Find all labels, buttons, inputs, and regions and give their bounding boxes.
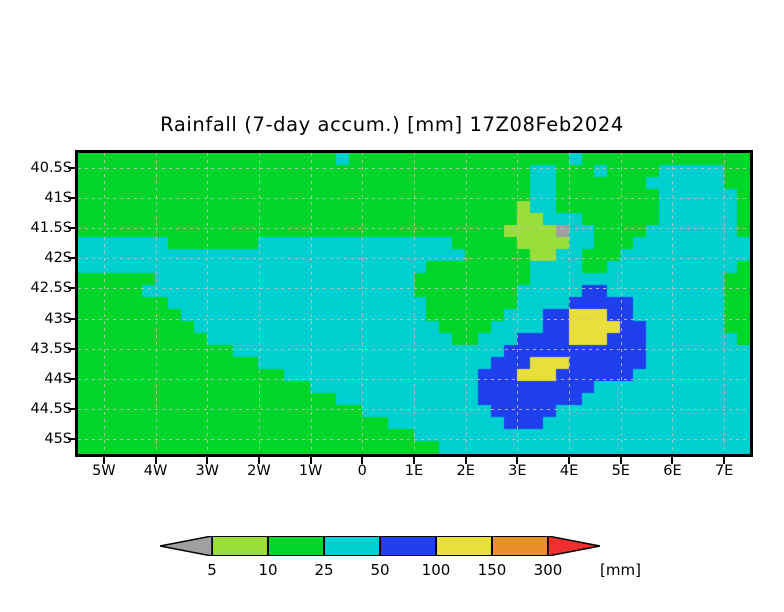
x-tick-label: 5W	[92, 463, 116, 479]
x-tick-label: 2W	[247, 463, 271, 479]
x-tick-label: 6E	[663, 463, 682, 479]
x-tick-label: 3E	[508, 463, 527, 479]
colorbar-under-arrow	[159, 535, 213, 557]
colorbar-segment	[212, 536, 268, 556]
colorbar-segment	[492, 536, 548, 556]
x-tick-mark	[619, 457, 622, 464]
colorbar-segment	[380, 536, 436, 556]
x-tick-mark	[413, 457, 415, 464]
x-tick-label: 0	[357, 463, 367, 479]
y-tick-mark	[68, 167, 75, 170]
x-tick-label: 2E	[456, 463, 475, 479]
x-tick-label: 1E	[404, 463, 424, 479]
rainfall-heatmap-grid	[78, 153, 750, 454]
y-tick-label: 44.5S	[30, 400, 73, 417]
colorbar-segment	[324, 536, 380, 556]
y-tick-mark	[68, 257, 75, 260]
y-tick-label: 43.5S	[30, 340, 73, 357]
colorbar-tick-label: 100	[421, 561, 451, 579]
chart-title: Rainfall (7-day accum.) [mm] 17Z08Feb202…	[160, 113, 624, 136]
colorbar-tick-label: 50	[370, 561, 390, 579]
colorbar-segment	[268, 536, 324, 556]
y-tick-label: 45S	[44, 430, 72, 447]
y-tick-label: 41S	[44, 190, 72, 207]
x-tick-label: 1W	[298, 463, 323, 479]
x-tick-mark	[568, 457, 571, 464]
x-tick-mark	[671, 457, 674, 464]
colorbar-tick-label: 5	[207, 561, 217, 579]
y-tick-mark	[68, 227, 75, 230]
y-tick-mark	[68, 317, 75, 320]
y-tick-label: 42S	[44, 250, 72, 267]
x-tick-label: 5E	[611, 463, 630, 479]
y-tick-mark	[68, 437, 75, 440]
y-tick-mark	[68, 197, 75, 200]
x-tick-mark	[464, 457, 467, 464]
x-tick-mark	[102, 457, 105, 464]
x-tick-label: 3W	[195, 463, 219, 479]
colorbar-over-arrow	[547, 535, 601, 557]
y-tick-label: 43S	[44, 310, 72, 327]
x-tick-mark	[723, 457, 726, 464]
y-tick-label: 44S	[44, 370, 72, 387]
x-tick-mark	[257, 457, 260, 464]
y-tick-label: 40.5S	[30, 160, 73, 177]
y-tick-mark	[68, 287, 75, 290]
y-tick-label: 41.5S	[30, 220, 73, 237]
x-tick-mark	[309, 457, 312, 464]
colorbar-unit-label: [mm]	[600, 561, 641, 579]
colorbar-tick-label: 300	[533, 561, 563, 579]
y-tick-mark	[68, 377, 75, 380]
colorbar-segment	[436, 536, 492, 556]
x-tick-label: 4E	[559, 463, 579, 479]
y-tick-label: 42.5S	[30, 280, 73, 297]
x-tick-mark	[361, 457, 364, 464]
x-tick-mark	[154, 457, 157, 464]
x-tick-label: 7E	[714, 463, 734, 479]
colorbar: 5 10 25 50 100 150 300 [mm]	[159, 533, 660, 579]
plot-area: 40.5S 41S 41.5S 42S 42.5S 43S 43.5S 44S 44.5S 45S…	[31, 150, 753, 479]
colorbar-tick-label: 10	[258, 561, 278, 579]
x-tick-label: 4W	[143, 463, 168, 479]
colorbar-tick-label: 150	[477, 561, 507, 579]
x-tick-mark	[206, 457, 209, 464]
colorbar-swatches	[159, 533, 660, 559]
y-tick-mark	[68, 407, 75, 410]
y-tick-mark	[68, 347, 75, 350]
x-tick-mark	[516, 457, 519, 464]
colorbar-tick-label: 25	[314, 561, 334, 579]
plot-frame	[75, 150, 753, 457]
